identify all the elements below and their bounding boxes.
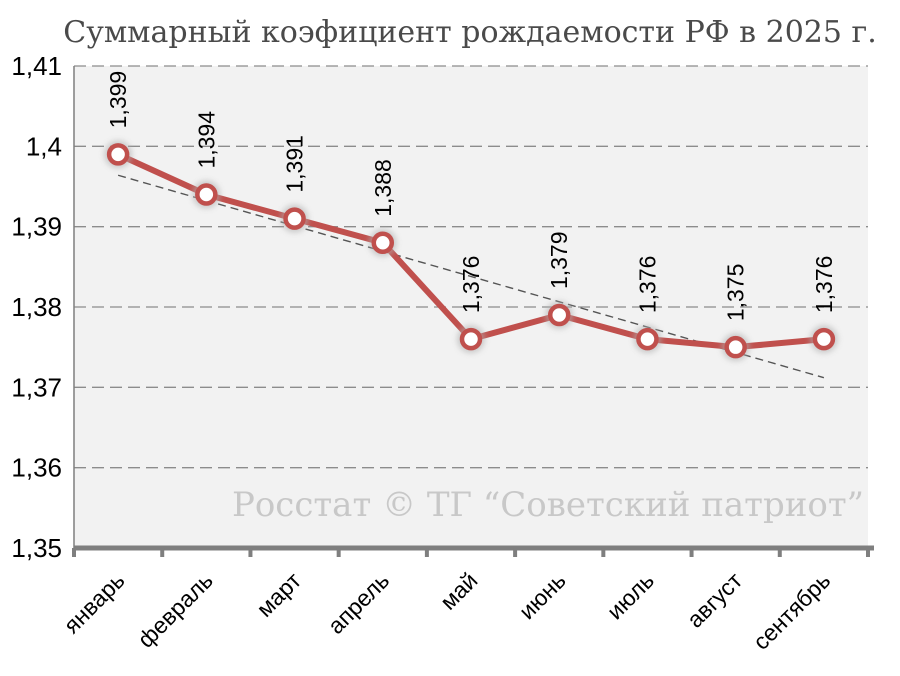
y-tick-label: 1,4	[26, 131, 62, 161]
x-tick-label: январь	[58, 567, 129, 638]
y-axis: 1,35 1,36 1,37 1,38 1,39 1,4 1,41	[11, 51, 62, 563]
y-tick-label: 1,38	[11, 292, 62, 322]
y-tick-label: 1,36	[11, 453, 62, 483]
data-point	[459, 327, 483, 351]
y-tick-label: 1,41	[11, 51, 62, 81]
x-tick-label: август	[682, 567, 748, 633]
data-point	[371, 231, 395, 254]
data-point	[547, 303, 571, 327]
y-tick-label: 1,39	[11, 212, 62, 242]
x-tick-label: июнь	[514, 567, 571, 624]
y-tick-label: 1,37	[11, 372, 62, 402]
x-tick-label: май	[435, 567, 483, 615]
data-label: 1,394	[193, 111, 219, 169]
y-tick-label: 1,35	[11, 533, 62, 563]
gridlines	[74, 65, 868, 469]
data-label: 1,375	[723, 264, 749, 322]
x-tick-label: июль	[602, 567, 659, 624]
data-label: 1,399	[105, 71, 131, 129]
data-label: 1,388	[370, 159, 396, 217]
data-point	[283, 207, 306, 230]
x-tick-label: февраль	[132, 567, 218, 653]
x-tick-label: апрель	[323, 567, 395, 639]
data-label: 1,379	[546, 231, 572, 289]
data-point	[636, 327, 659, 351]
data-point	[724, 335, 747, 359]
chart-title: Суммарный коэфициент рождаемости РФ в 20…	[63, 15, 877, 50]
data-labels: 1,399 1,394 1,391 1,388 1,376 1,379 1,376 1,375…	[105, 71, 837, 321]
data-label: 1,376	[811, 256, 837, 314]
data-label: 1,376	[634, 256, 660, 314]
data-label: 1,376	[458, 256, 484, 314]
data-points	[104, 140, 838, 362]
data-point	[195, 183, 218, 206]
data-label: 1,391	[282, 135, 308, 193]
x-tick-labels: январь февраль март апрель май июнь июль август…	[58, 567, 835, 655]
data-point	[812, 327, 836, 351]
data-point	[106, 143, 130, 166]
watermark: Росстат © ТГ “Советский патриот”	[232, 485, 864, 525]
x-axis	[72, 66, 874, 557]
x-tick-label: сентябрь	[748, 567, 836, 655]
x-tick-label: март	[251, 567, 306, 622]
